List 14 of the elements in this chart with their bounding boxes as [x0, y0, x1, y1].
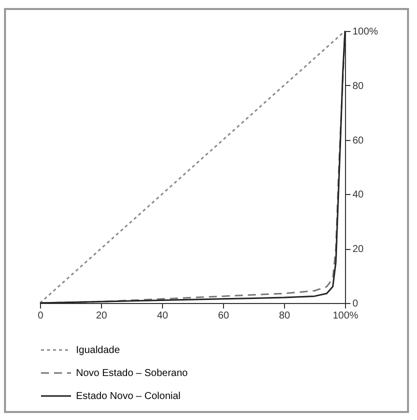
- y-tick-label: 20: [352, 244, 364, 256]
- legend-label: Igualdade: [76, 345, 120, 356]
- y-tick-label: 60: [352, 135, 364, 146]
- legend-label: Novo Estado – Soberano: [76, 368, 188, 379]
- y-tick-label: 80: [352, 80, 364, 92]
- legend-label: Estado Novo – Colonial: [76, 391, 181, 402]
- x-tick-label: 0: [38, 310, 44, 322]
- x-tick-label: 60: [218, 310, 230, 322]
- x-tick-label: 80: [278, 310, 290, 322]
- y-tick-label: 100%: [352, 26, 378, 38]
- x-tick-label: 40: [156, 310, 168, 322]
- y-tick-label: 40: [352, 190, 364, 201]
- y-tick-label: 0: [352, 298, 358, 310]
- x-tick-label: 20: [96, 310, 108, 322]
